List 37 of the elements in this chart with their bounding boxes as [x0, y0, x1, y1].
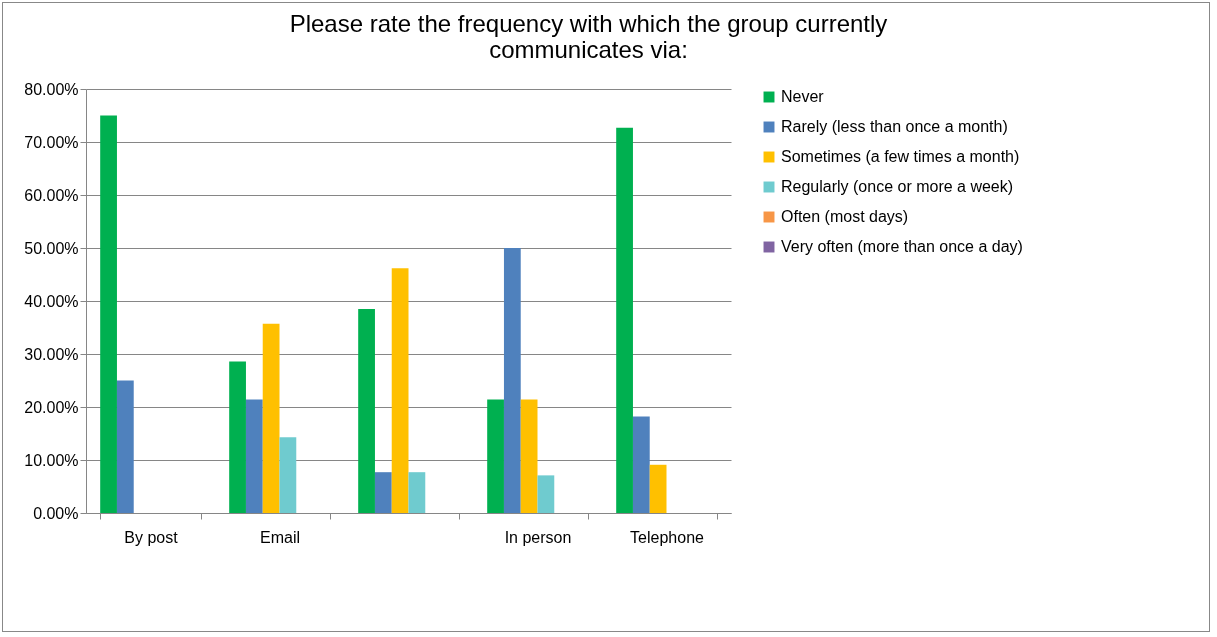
bar	[116, 380, 134, 513]
bar	[616, 127, 633, 513]
legend-label: Never	[781, 88, 825, 105]
y-tick-label: 20.00%	[24, 398, 79, 416]
x-tick-label: By post	[124, 528, 179, 546]
y-tick-label: 30.00%	[24, 345, 79, 363]
bar	[649, 464, 667, 513]
bar	[537, 475, 555, 513]
bar	[262, 323, 280, 513]
bar	[245, 399, 263, 513]
x-tick-label: In person	[504, 528, 572, 546]
legend-label: Sometimes (a few times a month)	[781, 148, 1020, 165]
x-tick-label: Email	[259, 528, 301, 546]
bar	[487, 399, 504, 513]
bar	[229, 361, 246, 513]
bar	[503, 248, 521, 513]
legend-label: Often (most days)	[781, 208, 909, 225]
y-tick-label: 0.00%	[33, 504, 79, 522]
bar	[279, 437, 297, 513]
bar	[408, 472, 426, 513]
legend-label: Rarely (less than once a month)	[781, 118, 1008, 135]
bar	[358, 308, 375, 513]
bar	[391, 268, 409, 513]
legend-label: Very often (more than once a day)	[781, 238, 1023, 255]
y-tick-label: 80.00%	[24, 80, 79, 98]
bar	[100, 115, 117, 513]
x-tick-label: Telephone	[630, 528, 705, 546]
bar	[520, 399, 538, 513]
bar	[374, 472, 392, 513]
y-tick-label: 40.00%	[24, 292, 79, 310]
y-tick-label: 50.00%	[24, 239, 79, 257]
bar	[632, 416, 650, 513]
legend-label: Regularly (once or more a week)	[781, 178, 1014, 195]
y-tick-label: 60.00%	[24, 186, 79, 204]
y-tick-label: 70.00%	[24, 133, 79, 151]
y-tick-label: 10.00%	[24, 451, 79, 469]
chart-title: Please rate the frequency with which the group currently communicates via:	[289, 10, 888, 63]
